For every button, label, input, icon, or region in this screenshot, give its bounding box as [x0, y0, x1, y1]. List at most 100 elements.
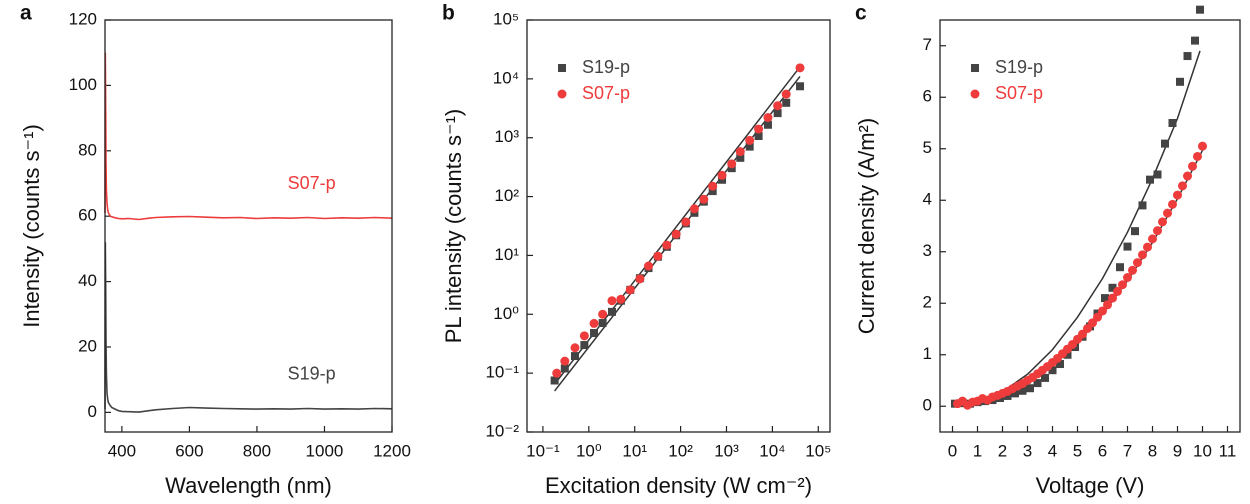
data-point	[1041, 373, 1049, 382]
data-point	[1138, 250, 1147, 260]
y-tick-label: 80	[78, 140, 97, 159]
data-point	[1063, 350, 1072, 359]
data-point	[598, 309, 608, 319]
data-point	[1198, 141, 1207, 151]
data-point	[708, 187, 717, 196]
x-tick-label: 9	[1173, 441, 1182, 460]
legend-marker	[971, 64, 979, 72]
data-point	[1011, 389, 1019, 398]
data-point	[1193, 151, 1202, 161]
y-tick-label: 10⁰	[493, 304, 519, 323]
data-point	[560, 356, 570, 366]
data-point	[616, 294, 626, 304]
y-tick-label: 3	[923, 241, 932, 260]
data-point	[552, 368, 562, 378]
spectrum-line	[104, 242, 393, 413]
data-point	[1183, 52, 1192, 61]
panel: a 400 600 800 1000 1200 0 20 40 60 80 100 120 Wavelen…	[19, 2, 411, 498]
fit-line	[952, 50, 1201, 408]
data-point	[699, 194, 709, 204]
x-tick-label: 1200	[373, 441, 411, 460]
data-point	[1133, 258, 1142, 268]
data-point	[598, 319, 607, 328]
x-tick-label: 400	[108, 441, 136, 460]
data-point	[625, 285, 635, 295]
data-point	[607, 296, 617, 306]
spectrum-line	[104, 52, 393, 221]
data-point	[1033, 379, 1042, 388]
y-tick-label: 10⁻¹	[485, 363, 519, 382]
panel: b 10⁻¹ 10⁰ 10¹ 10² 10³ 10⁴ 10⁵ 10⁻² 10⁻¹ 10⁰ 10¹ 10²…	[441, 2, 831, 498]
panel-label: b	[442, 2, 455, 25]
data-point	[1113, 286, 1122, 296]
x-tick-label: 0	[948, 441, 957, 460]
data-point	[1143, 242, 1152, 252]
data-point	[579, 331, 589, 341]
x-tick-label: 10²	[668, 441, 693, 460]
data-point	[727, 159, 737, 169]
y-tick-label: 2	[923, 293, 932, 312]
data-point	[1103, 300, 1112, 310]
data-point	[560, 364, 569, 373]
y-tick-label: 40	[78, 271, 97, 290]
x-tick-label: 2	[998, 441, 1007, 460]
data-point	[796, 82, 805, 91]
data-point	[736, 153, 745, 162]
data-point	[1018, 386, 1027, 395]
data-point	[763, 113, 773, 123]
data-point	[1138, 201, 1147, 210]
data-point	[717, 170, 727, 180]
data-point	[681, 217, 691, 227]
y-tick-label: 10¹	[494, 245, 519, 264]
data-point	[1123, 273, 1132, 282]
x-tick-label: 1000	[306, 441, 344, 460]
data-point	[1003, 391, 1012, 400]
data-point	[745, 142, 754, 151]
plot-frame	[526, 19, 831, 433]
data-point	[1128, 265, 1137, 275]
data-point	[1161, 139, 1169, 148]
data-point	[570, 352, 579, 361]
data-point	[1108, 283, 1117, 292]
data-point	[1176, 77, 1184, 86]
data-point	[1098, 306, 1107, 316]
data-point	[1146, 175, 1154, 184]
y-tick-label: 10⁴	[493, 68, 519, 87]
data-point	[795, 63, 805, 73]
data-point	[1101, 294, 1109, 303]
data-point	[782, 98, 791, 107]
y-tick-label: 10³	[494, 127, 519, 146]
data-point	[1153, 170, 1162, 179]
y-tick-label: 1	[923, 344, 932, 363]
data-point	[708, 181, 718, 191]
y-tick-label: 20	[78, 336, 97, 355]
x-tick-label: 10⁻¹	[526, 441, 560, 460]
data-point	[763, 120, 772, 129]
x-tick-label: 600	[175, 441, 203, 460]
panel-label: a	[20, 2, 32, 25]
y-tick-label: 10⁻²	[485, 421, 519, 440]
data-point	[1026, 384, 1034, 393]
data-point	[589, 318, 599, 328]
y-axis-title: Intensity (counts s⁻¹)	[19, 124, 44, 328]
x-tick-label: 10	[1193, 441, 1212, 460]
data-point	[1118, 280, 1127, 290]
data-point	[580, 341, 589, 350]
x-tick-label: 11	[1219, 441, 1237, 460]
x-tick-label: 4	[1048, 441, 1057, 460]
x-axis-title: Wavelength (nm)	[165, 473, 332, 498]
data-point	[1116, 263, 1124, 272]
data-point	[1148, 234, 1157, 244]
y-tick-label: 10²	[494, 186, 519, 205]
data-point	[1123, 242, 1132, 251]
y-tick-label: 120	[69, 9, 97, 28]
data-point	[1183, 171, 1192, 181]
x-tick-label: 10⁰	[576, 441, 602, 460]
y-tick-label: 4	[923, 190, 932, 209]
data-point	[1158, 217, 1167, 227]
data-point	[644, 261, 654, 271]
data-point	[773, 109, 782, 118]
legend-label: S07-p	[995, 83, 1043, 103]
data-point	[662, 240, 672, 250]
data-point	[1131, 227, 1139, 236]
